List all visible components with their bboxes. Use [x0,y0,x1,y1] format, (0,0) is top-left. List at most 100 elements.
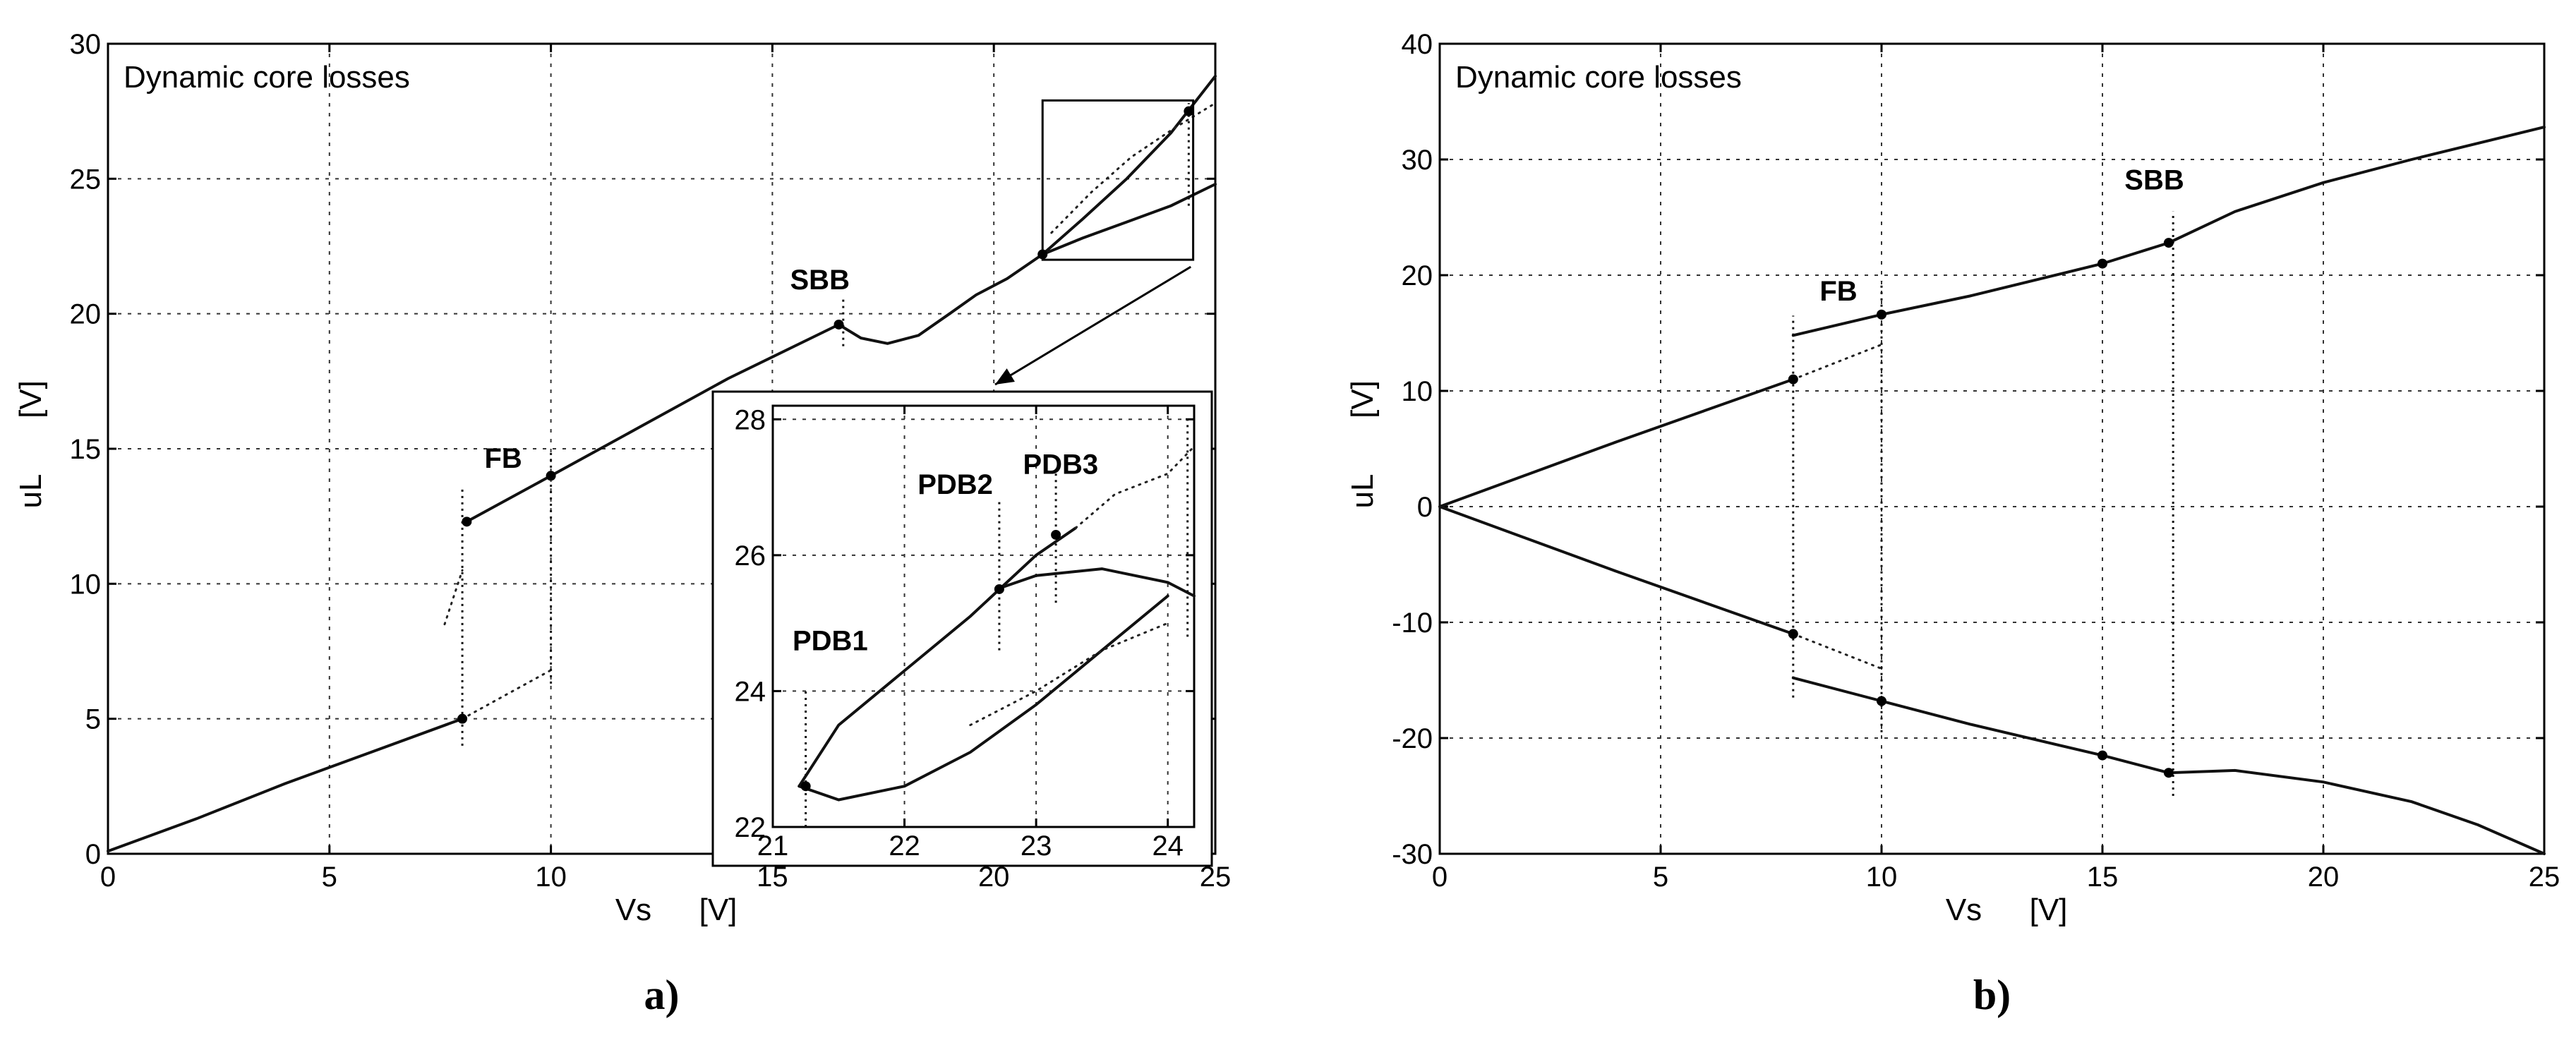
series-8 [1050,102,1217,234]
inset-annotation-label: PDB3 [1023,449,1098,480]
series-4 [465,323,841,524]
y-tick-label: 25 [70,164,102,195]
y-tick-label: -20 [1392,723,1433,754]
y-tick-label: 22 [735,812,766,843]
series-2 [461,669,553,720]
y-tick-label: 40 [1402,29,1433,60]
grid [1440,44,2544,854]
x-tick-label: 24 [1152,830,1184,862]
inset-bifurcation-point [800,781,811,792]
x-tick-label: 21 [757,830,789,862]
inset-series-5 [969,622,1169,727]
bifurcation-point [833,319,844,330]
series-2 [1792,343,1883,381]
y-axis-unit: [V] [1345,380,1380,418]
inset-annotation-label: PDB1 [793,626,868,657]
series-5 [837,253,1045,345]
bifurcation-point [2097,258,2107,269]
bifurcation-point [2097,750,2107,761]
bifurcation-point [1877,309,1886,320]
bifurcation-point [457,713,468,724]
x-tick-label: 15 [2087,862,2119,893]
x-axis-label: Vs [615,893,651,927]
series-5 [1792,632,1883,670]
y-tick-label: 10 [1402,376,1433,407]
series-6 [1791,676,2546,855]
y-tick-label: 30 [1402,145,1433,176]
bifurcation-point [2163,768,2174,778]
x-tick-label: 10 [1866,862,1898,893]
series-6 [1041,74,1217,256]
y-axis-label: uL [1345,474,1380,509]
series-1 [1438,378,1795,508]
panel-caption: b) [1973,972,2011,1018]
inset-bifurcation-point [994,584,1004,594]
series-1 [107,717,464,853]
annotation-label: FB [1819,276,1857,307]
y-tick-label: 15 [70,434,102,465]
bifurcation-point [546,471,556,481]
x-tick-label: 22 [889,830,920,862]
y-tick-label: 20 [70,299,102,330]
x-tick-label: 10 [535,862,567,893]
panel-caption: a) [644,972,680,1018]
zoom-arrow-head [995,368,1015,385]
inset-annotation-label: PDB2 [917,469,993,500]
inset-series-3 [995,567,1196,598]
inset-series-1 [798,526,1078,788]
y-axis-unit: [V] [13,380,48,418]
x-tick-label: 5 [1653,862,1668,893]
series-3 [1791,126,2546,337]
plot-frame [771,404,1196,828]
bifurcation-point [1877,696,1886,706]
y-tick-label: 10 [70,569,102,600]
x-axis-unit: [V] [699,893,738,927]
y-axis-label: uL [13,474,48,509]
chart-title: Dynamic core losses [124,60,410,95]
x-tick-label: 20 [2308,862,2340,893]
y-tick-label: -30 [1392,839,1433,870]
annotation-label: SBB [790,265,850,296]
inset-background [713,392,1212,866]
y-tick-label: 20 [1402,260,1433,291]
y-tick-label: 0 [85,839,101,870]
zoom-box [1041,99,1195,261]
x-tick-label: 23 [1021,830,1052,862]
inset-bifurcation-point [1051,529,1061,540]
x-tick-label: 0 [100,862,116,893]
bifurcation-point [462,517,472,527]
grid [773,406,1194,827]
inset-series-2 [798,594,1169,802]
x-axis-unit: [V] [2030,893,2068,927]
plot-frame [107,42,1217,855]
zoom-arrow [994,265,1192,386]
series-3 [443,569,464,626]
x-tick-label: 0 [1432,862,1448,893]
annotation-label: SBB [2124,165,2184,196]
series-7 [1041,183,1217,256]
y-tick-label: 0 [1417,492,1433,523]
y-tick-label: 28 [735,404,766,435]
bifurcation-point [1788,374,1798,385]
series-4 [1438,505,1795,636]
plot-frame [1438,42,2546,855]
inset-border [711,390,1213,867]
y-tick-label: 24 [735,676,766,707]
bifurcation-point [1788,629,1798,639]
annotation-label: FB [484,443,522,474]
bifurcation-point [2163,238,2174,248]
y-tick-label: -10 [1392,608,1433,639]
bifurcation-point [1184,106,1194,116]
inset-series-4 [1074,445,1196,529]
x-tick-label: 5 [322,862,337,893]
x-axis-label: Vs [1946,893,1982,927]
chart-b: 0 5 10 15 20 25 -30 -20 -10 0 10 20 30 40 FB SBB Dynamic… [1345,29,2560,1018]
chart-title: Dynamic core losses [1455,60,1742,95]
y-tick-label: 30 [70,29,102,60]
x-tick-label: 25 [2529,862,2560,893]
y-tick-label: 5 [85,704,101,735]
y-tick-label: 26 [735,540,766,572]
